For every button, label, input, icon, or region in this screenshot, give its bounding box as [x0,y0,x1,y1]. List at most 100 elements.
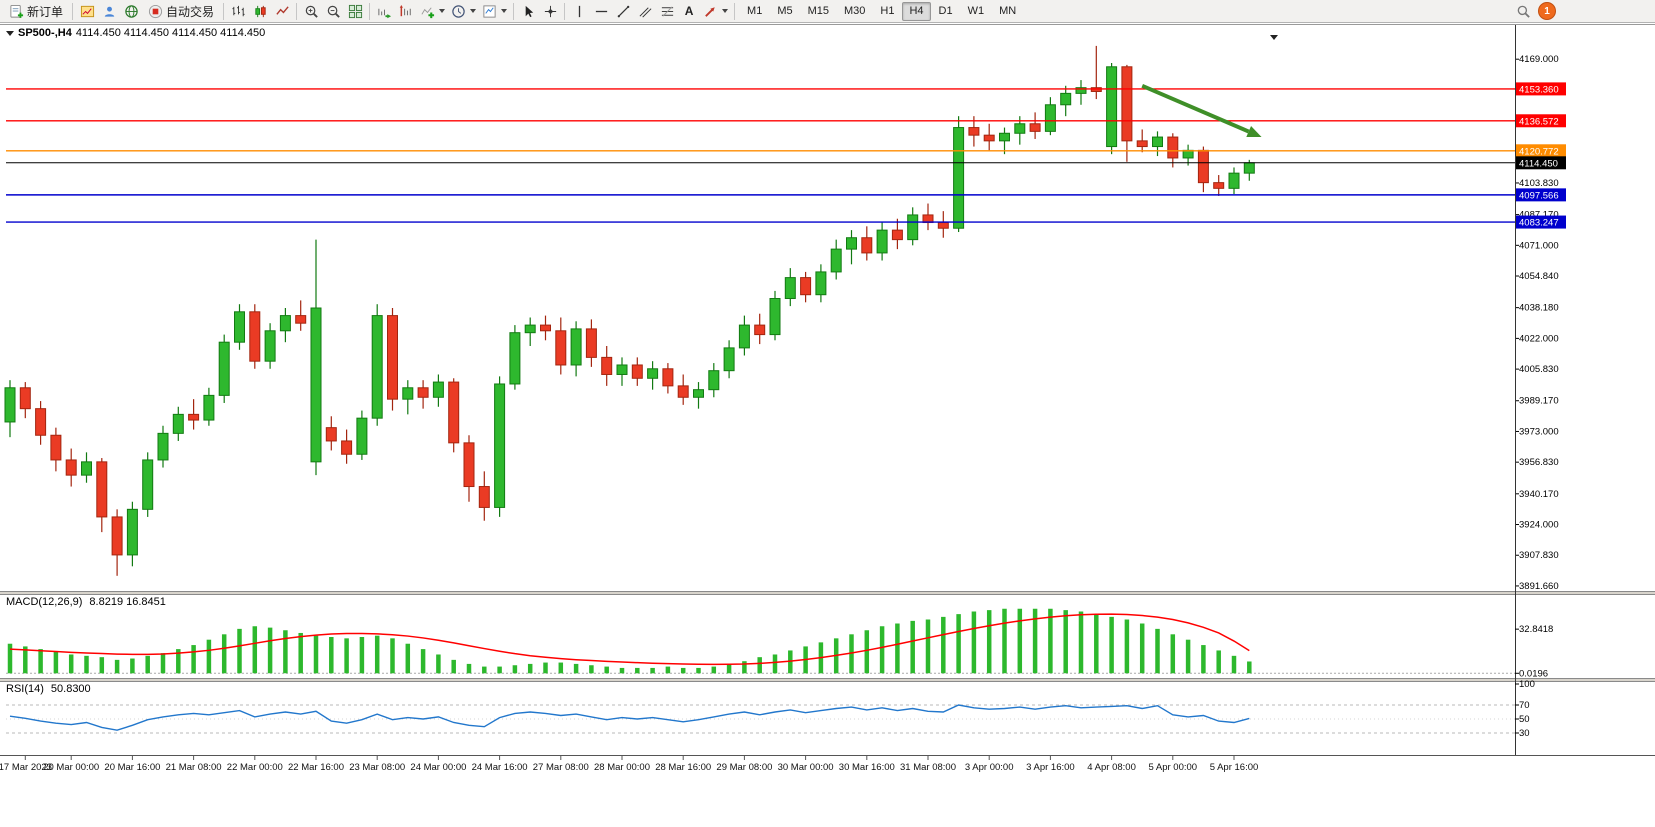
indicators-button[interactable] [417,1,448,21]
dropdown-caret-icon [470,9,477,13]
market-watch-button[interactable] [120,1,142,21]
timeframe-button-mn[interactable]: MN [992,2,1023,21]
new-chart-button[interactable] [76,1,98,21]
cursor-tool-button[interactable] [517,1,539,21]
rsi-name: RSI(14) [6,683,44,695]
candlestick-icon [254,5,266,17]
oneclick-panel-caret-icon[interactable] [1270,27,1278,45]
timeframe-button-d1[interactable]: D1 [932,2,960,21]
svg-text:100: 100 [1519,679,1535,690]
periods-button[interactable] [448,1,479,21]
svg-text:30: 30 [1519,728,1530,739]
timeframe-button-m5[interactable]: M5 [770,2,799,21]
text-tool-button[interactable]: A [678,1,700,21]
vertical-line-icon [578,5,580,17]
svg-text:4097.566: 4097.566 [1519,190,1559,201]
horizontal-line-tool-button[interactable] [590,1,612,21]
svg-text:4153.360: 4153.360 [1519,84,1559,95]
auto-scroll-button[interactable] [373,1,395,21]
main-toolbar: 新订单 自动交易 [0,0,1655,23]
timeframe-button-m1[interactable]: M1 [740,2,769,21]
svg-text:3940.170: 3940.170 [1519,489,1559,500]
tile-windows-button[interactable] [344,1,366,21]
svg-text:27 Mar 08:00: 27 Mar 08:00 [533,762,589,773]
timeframe-group: M1 M5 M15 M30 H1 H4 D1 W1 MN [740,1,1023,21]
chart-shift-button[interactable] [395,1,417,21]
rsi-line [9,704,1250,731]
svg-text:30 Mar 16:00: 30 Mar 16:00 [839,762,895,773]
svg-text:3924.000: 3924.000 [1519,520,1559,531]
rsi-indicator-title: RSI(14) 50.8300 [6,683,91,695]
svg-text:4136.572: 4136.572 [1519,116,1559,127]
profiles-button[interactable] [98,1,120,21]
svg-text:28 Mar 16:00: 28 Mar 16:00 [655,762,711,773]
svg-text:20 Mar 16:00: 20 Mar 16:00 [104,762,160,773]
notification-badge[interactable]: 1 [1538,2,1556,20]
arrows-tool-button[interactable] [700,1,731,21]
search-button[interactable] [1512,1,1534,21]
svg-text:5 Apr 00:00: 5 Apr 00:00 [1148,762,1197,773]
new-order-button[interactable]: 新订单 [3,1,69,21]
timeframe-button-m15[interactable]: M15 [801,2,836,21]
candlestick-mode-button[interactable] [249,1,271,21]
svg-text:4054.840: 4054.840 [1519,271,1559,282]
vertical-line-tool-button[interactable] [568,1,590,21]
zoom-out-icon [327,5,340,18]
tile-windows-icon [348,4,362,18]
svg-text:4 Apr 08:00: 4 Apr 08:00 [1087,762,1136,773]
new-chart-icon [80,5,94,17]
fibonacci-icon [661,5,673,17]
dropdown-caret-icon [722,9,729,13]
toolbar-separator [564,2,566,20]
macd-signal-line [9,613,1250,666]
toolbar-separator [296,2,298,20]
macd-name: MACD(12,26,9) [6,596,83,608]
toolbar-separator [72,2,74,20]
fibonacci-tool-button[interactable] [656,1,678,21]
toolbar-separator [369,2,371,20]
timeframe-button-w1[interactable]: W1 [961,2,992,21]
svg-text:4169.000: 4169.000 [1519,54,1559,65]
auto-trading-icon [148,4,163,18]
svg-text:30 Mar 00:00: 30 Mar 00:00 [778,762,834,773]
zoom-in-icon [305,5,318,18]
svg-text:21 Mar 08:00: 21 Mar 08:00 [166,762,222,773]
templates-button[interactable] [479,1,510,21]
svg-text:0.0196: 0.0196 [1519,668,1548,679]
trendline-tool-button[interactable] [612,1,634,21]
svg-text:3891.660: 3891.660 [1519,581,1559,592]
equidistant-channel-icon [639,6,651,17]
indicators-icon [421,6,435,18]
auto-trading-button[interactable]: 自动交易 [142,1,220,21]
auto-trading-label: 自动交易 [166,4,215,19]
timeframe-button-h4[interactable]: H4 [902,1,931,21]
globe-icon [124,4,138,18]
ohlc-bars-icon [231,5,245,16]
trend-arrow-annotation[interactable] [1141,83,1262,138]
cursor-icon [525,5,533,17]
chart-collapse-caret-icon[interactable] [6,30,14,36]
chart-ohlc-values: 4114.450 4114.450 4114.450 4114.450 [75,27,266,39]
macd-values: 8.8219 16.8451 [89,596,166,608]
timeframe-button-h1[interactable]: H1 [873,2,901,21]
chart-shift-icon [399,4,411,16]
crosshair-tool-button[interactable] [539,1,561,21]
timeframe-button-m30[interactable]: M30 [837,2,872,21]
channel-tool-button[interactable] [634,1,656,21]
svg-text:20 Mar 00:00: 20 Mar 00:00 [43,762,99,773]
price-level-lines[interactable] [6,88,1515,223]
candlestick-series [4,45,1255,576]
zoom-out-button[interactable] [322,1,344,21]
new-order-icon [10,4,24,18]
line-chart-mode-button[interactable] [271,1,293,21]
svg-text:3956.830: 3956.830 [1519,457,1559,468]
search-icon [1517,5,1530,18]
svg-text:4005.830: 4005.830 [1519,364,1559,375]
zoom-in-button[interactable] [300,1,322,21]
svg-text:3 Apr 16:00: 3 Apr 16:00 [1026,762,1075,773]
bar-chart-mode-button[interactable] [227,1,249,21]
svg-text:70: 70 [1519,700,1530,711]
